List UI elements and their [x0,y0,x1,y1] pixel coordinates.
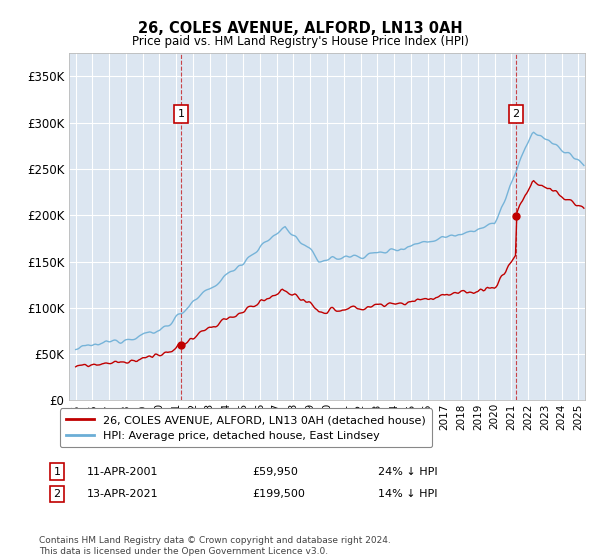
Text: £59,950: £59,950 [252,466,298,477]
Text: 1: 1 [53,466,61,477]
Text: 26, COLES AVENUE, ALFORD, LN13 0AH: 26, COLES AVENUE, ALFORD, LN13 0AH [137,21,463,36]
Text: £199,500: £199,500 [252,489,305,499]
Text: 2: 2 [512,109,520,119]
Text: Price paid vs. HM Land Registry's House Price Index (HPI): Price paid vs. HM Land Registry's House … [131,35,469,48]
Text: Contains HM Land Registry data © Crown copyright and database right 2024.
This d: Contains HM Land Registry data © Crown c… [39,536,391,556]
Text: 13-APR-2021: 13-APR-2021 [87,489,158,499]
Legend: 26, COLES AVENUE, ALFORD, LN13 0AH (detached house), HPI: Average price, detache: 26, COLES AVENUE, ALFORD, LN13 0AH (deta… [59,408,433,447]
Text: 2: 2 [53,489,61,499]
Text: 1: 1 [178,109,184,119]
Text: 14% ↓ HPI: 14% ↓ HPI [378,489,437,499]
Text: 11-APR-2001: 11-APR-2001 [87,466,158,477]
Text: 24% ↓ HPI: 24% ↓ HPI [378,466,437,477]
